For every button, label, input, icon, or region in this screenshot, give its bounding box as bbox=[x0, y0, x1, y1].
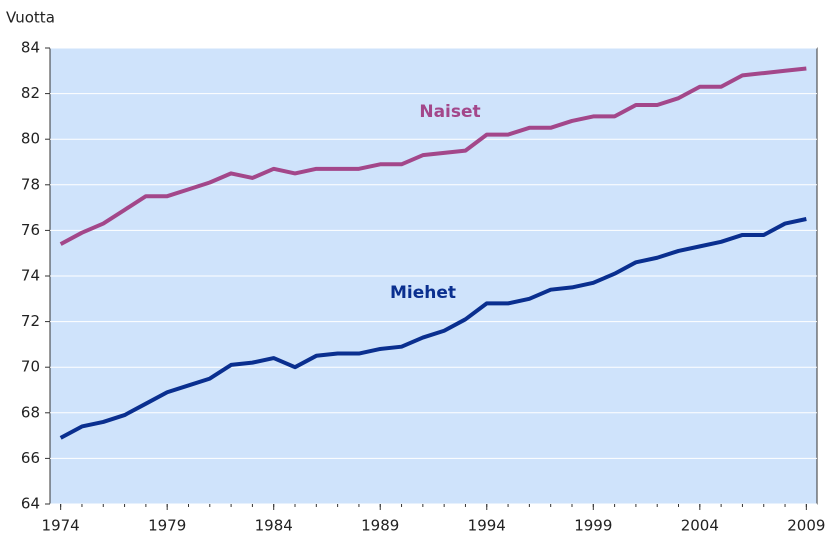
series-label: Miehet bbox=[390, 283, 456, 303]
y-tick-label: 82 bbox=[21, 84, 40, 102]
y-tick-label: 70 bbox=[21, 358, 40, 376]
y-axis-label: Vuotta bbox=[6, 9, 55, 27]
y-tick-label: 74 bbox=[21, 267, 40, 285]
y-tick-label: 66 bbox=[21, 449, 40, 467]
y-tick-label: 80 bbox=[21, 130, 40, 148]
x-tick-label: 2009 bbox=[787, 517, 825, 535]
y-tick-label: 64 bbox=[21, 495, 40, 513]
x-tick-label: 1974 bbox=[42, 517, 80, 535]
line bbox=[59, 217, 807, 440]
x-tick-label: 1994 bbox=[468, 517, 506, 535]
y-tick-label: 84 bbox=[21, 39, 40, 57]
x-tick-label: 1984 bbox=[255, 517, 293, 535]
x-tick-label: 2004 bbox=[681, 517, 719, 535]
x-tick-label: 1979 bbox=[148, 517, 186, 535]
y-tick-label: 72 bbox=[21, 312, 40, 330]
x-tick-label: 1999 bbox=[574, 517, 612, 535]
y-tick-label: 76 bbox=[21, 221, 40, 239]
y-tick-label: 68 bbox=[21, 403, 40, 421]
x-tick-label: 1989 bbox=[361, 517, 399, 535]
series-label: Naiset bbox=[419, 102, 480, 122]
line bbox=[59, 66, 807, 246]
y-tick-label: 78 bbox=[21, 175, 40, 193]
